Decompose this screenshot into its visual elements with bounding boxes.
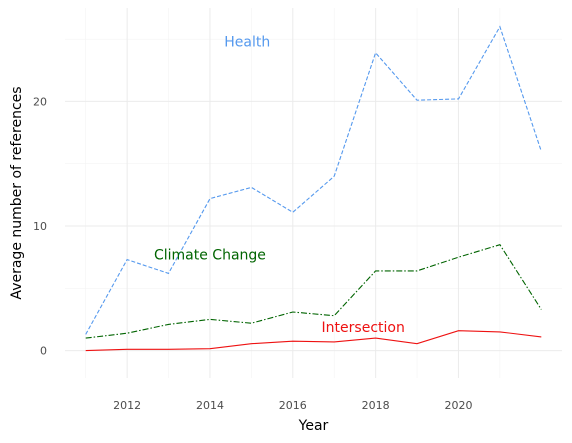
series-label-intersection: Intersection	[322, 320, 405, 336]
y-tick-label: 0	[40, 345, 47, 358]
x-tick-label: 2020	[444, 399, 472, 412]
x-tick-label: 2012	[113, 399, 141, 412]
x-tick-label: 2014	[196, 399, 224, 412]
series-lines	[85, 25, 542, 352]
series-line-health	[85, 25, 542, 335]
x-axis-title: Year	[298, 418, 329, 434]
series-line-intersection	[85, 330, 542, 352]
series-line-climate-change	[85, 244, 542, 339]
grid	[65, 8, 562, 378]
series-label-health: Health	[224, 35, 270, 51]
x-tick-label: 2018	[362, 399, 390, 412]
x-tick-label: 2016	[279, 399, 307, 412]
y-tick-label: 10	[33, 220, 47, 233]
y-tick-label: 20	[33, 95, 47, 108]
tick-labels: 2012 2014 2016 2018 2020 0 10 20	[33, 95, 472, 412]
series-labels: Health Climate Change Intersection	[154, 35, 405, 336]
series-label-climate-change: Climate Change	[154, 248, 266, 264]
y-axis-title: Average number of references	[9, 86, 25, 299]
